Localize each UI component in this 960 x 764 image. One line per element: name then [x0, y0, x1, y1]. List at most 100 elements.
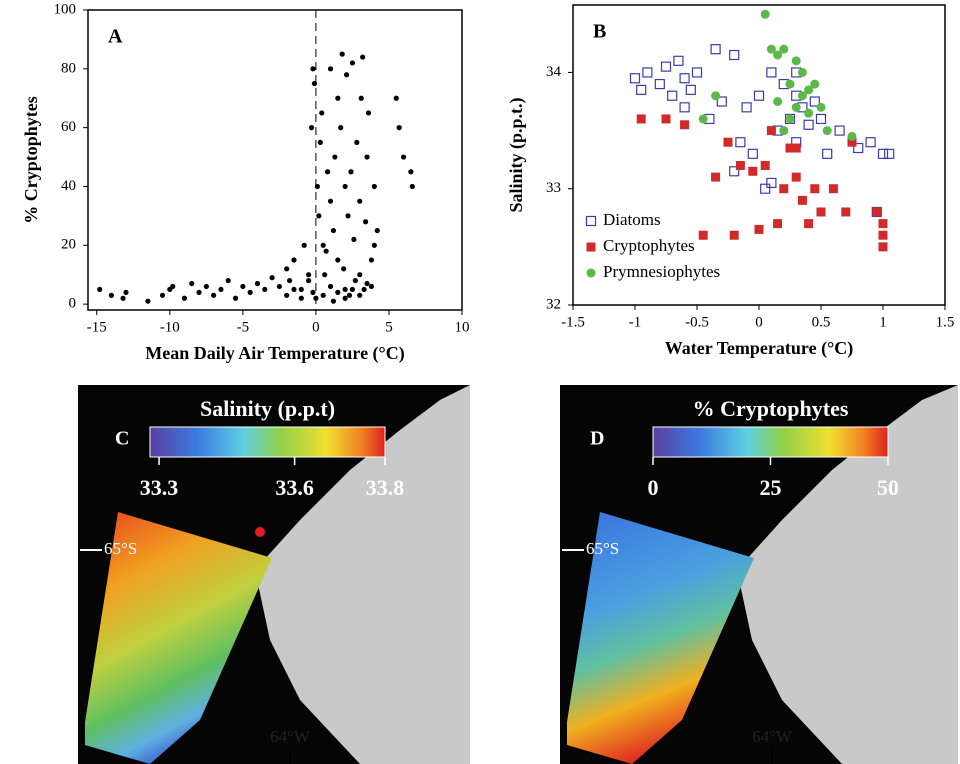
data-point [872, 207, 882, 217]
data-point [349, 60, 356, 66]
data-point [97, 286, 103, 293]
data-point [298, 286, 304, 293]
data-point [108, 292, 114, 298]
data-point [342, 183, 348, 190]
data-point [335, 289, 341, 295]
data-point [371, 183, 377, 190]
data-point [203, 283, 209, 290]
data-point [766, 44, 776, 54]
data-point [322, 272, 328, 278]
data-point [409, 183, 415, 190]
data-point [332, 154, 338, 160]
data-point [310, 289, 316, 295]
plot-frame [87, 9, 463, 311]
x-tick-label: 5 [385, 319, 393, 335]
data-point [123, 289, 129, 295]
x-tick-label: -1 [629, 314, 642, 330]
data-point [357, 198, 363, 204]
data-point [335, 257, 341, 263]
data-point [360, 54, 366, 60]
data-point [642, 67, 653, 78]
data-point [747, 148, 758, 159]
data-point [362, 219, 369, 225]
y-axis-label: Salinity (p.p.t.) [506, 97, 527, 212]
data-point [330, 227, 337, 234]
data-point [170, 283, 176, 290]
data-point [629, 73, 641, 84]
legend-label: Prymnesiophytes [603, 262, 720, 281]
colorbar-title: Salinity (p.p.t) [200, 396, 335, 421]
data-point [400, 154, 407, 160]
data-point [371, 242, 377, 248]
x-tick-label: -0.5 [685, 314, 709, 330]
data-point [748, 166, 758, 176]
data-point [323, 248, 329, 254]
data-point [354, 139, 360, 145]
data-point [343, 72, 350, 78]
colorbar-title: % Cryptophytes [693, 396, 849, 421]
data-point [797, 195, 807, 205]
data-point [810, 79, 820, 89]
data-point [287, 277, 293, 284]
y-tick-label: 34 [546, 64, 562, 80]
data-point [729, 166, 740, 177]
data-point [779, 184, 789, 194]
colorbar-tick-label: 33.8 [366, 475, 405, 500]
data-point [779, 44, 789, 54]
data-point [311, 80, 318, 87]
y-tick-label: 100 [54, 1, 77, 17]
colorbar-tick-label: 33.6 [275, 475, 314, 500]
data-point [636, 84, 647, 95]
data-point [361, 286, 367, 293]
data-point [262, 286, 268, 293]
data-point [364, 280, 370, 287]
data-point [306, 277, 312, 284]
panel-letter: D [590, 428, 604, 450]
y-tick-label: 80 [61, 60, 76, 76]
legend-marker [586, 268, 596, 278]
latitude-label: 65°S [104, 539, 137, 558]
data-point [330, 298, 337, 304]
data-point [816, 102, 826, 112]
data-point [301, 242, 307, 248]
panel-letter: B [593, 21, 606, 43]
data-point [753, 90, 765, 101]
land [737, 385, 958, 764]
data-point [773, 50, 783, 60]
y-tick-label: 60 [61, 119, 76, 135]
data-point [240, 283, 246, 290]
data-point [218, 286, 224, 293]
data-point [660, 61, 672, 72]
data-point [396, 125, 402, 131]
data-point [741, 102, 752, 113]
data-point [335, 95, 341, 101]
data-point [878, 230, 888, 240]
latitude-label: 65°S [586, 539, 619, 558]
data-point [680, 120, 690, 130]
data-point [698, 114, 708, 124]
data-point [342, 295, 348, 301]
data-point [815, 113, 827, 125]
x-tick-label: 1 [879, 314, 887, 330]
data-point [760, 160, 770, 170]
data-point [667, 90, 678, 101]
data-point [773, 97, 783, 107]
data-point [804, 108, 814, 118]
data-point [735, 160, 745, 170]
data-point [716, 96, 727, 107]
data-point [822, 148, 833, 159]
data-point [711, 172, 721, 182]
data-point [785, 143, 795, 153]
longitude-label: 64°W [752, 727, 793, 746]
data-point [816, 207, 826, 217]
data-point [803, 119, 814, 130]
data-point [791, 56, 801, 66]
data-point [368, 283, 375, 290]
data-point [723, 137, 733, 147]
data-point [327, 283, 334, 290]
data-swath [85, 512, 272, 764]
colorbar-tick-label: 33.3 [140, 475, 179, 500]
colorbar [149, 426, 386, 458]
data-point [308, 125, 315, 131]
data-point [679, 102, 690, 113]
